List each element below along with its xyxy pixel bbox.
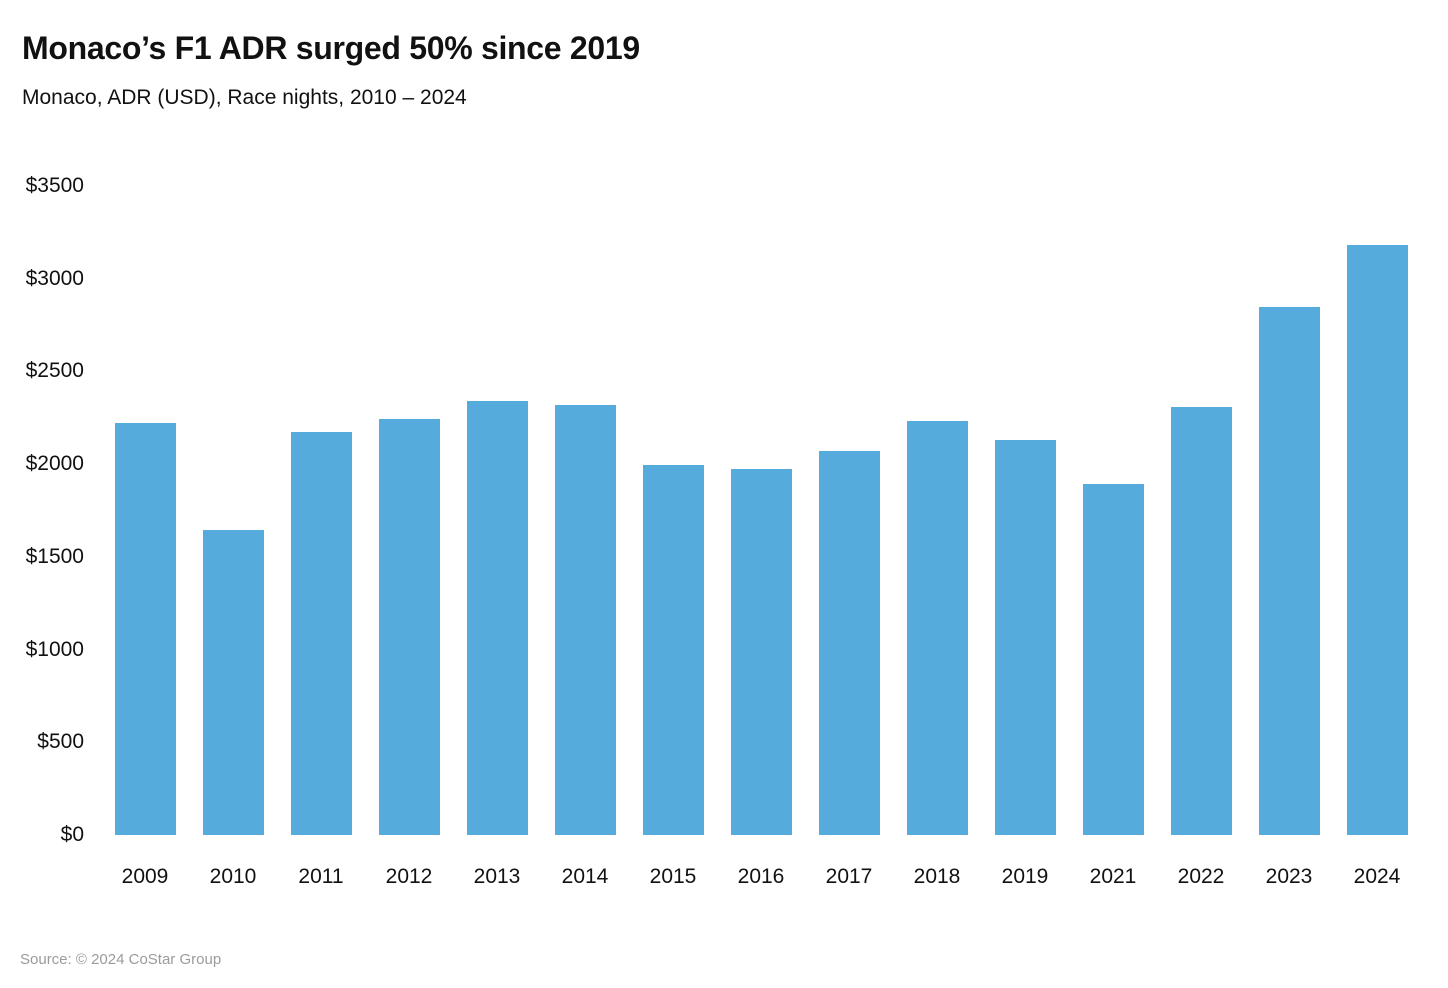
x-axis-tick-label: 2010 (209, 865, 257, 888)
bar-2017 (818, 451, 880, 835)
x-axis-tick-label: 2015 (649, 865, 697, 888)
x-axis-tick-label: 2021 (1089, 865, 1137, 888)
bar-2010 (202, 529, 264, 835)
x-axis-tick-label: 2024 (1353, 865, 1401, 888)
x-axis-tick-label: 2012 (385, 865, 433, 888)
y-axis-tick-label: $2000 (25, 452, 84, 476)
bar-2023 (1258, 307, 1320, 835)
y-axis-tick-label: $1000 (25, 637, 84, 661)
y-axis-tick-label: $3000 (25, 266, 84, 290)
bar-2011 (290, 431, 352, 835)
x-axis-tick-label: 2011 (298, 865, 344, 888)
x-axis-tick-label: 2023 (1265, 865, 1313, 888)
bar-chart-plot-area: $0 $500 $1000 $1500 $2000 $2500 $3000 $3500 2009… (0, 174, 1448, 888)
x-axis-tick-label: 2022 (1177, 865, 1225, 888)
bar-2018 (906, 421, 968, 835)
bar-2024 (1346, 245, 1408, 835)
bar-2015 (642, 465, 704, 835)
bar-2014 (554, 404, 616, 835)
chart-title: Monaco’s F1 ADR surged 50% since 2019 (22, 30, 640, 66)
x-axis-tick-label: 2014 (561, 865, 609, 888)
y-axis-tick-label: $2500 (25, 359, 84, 383)
bar-2013 (466, 401, 528, 835)
x-axis-tick-label: 2017 (825, 865, 873, 888)
x-axis-tick-label: 2013 (473, 865, 521, 888)
bar-2012 (378, 418, 440, 835)
y-axis-tick-label: $0 (60, 823, 84, 846)
x-axis-tick-label: 2018 (913, 865, 961, 888)
y-axis-tick-label: $1500 (25, 544, 84, 568)
chart-subtitle: Monaco, ADR (USD), Race nights, 2010 – 2… (22, 86, 467, 109)
y-axis-tick-label: $500 (37, 730, 84, 754)
x-axis-tick-label: 2009 (121, 865, 169, 888)
bar-2009 (114, 423, 176, 835)
x-axis-tick-label: 2016 (737, 865, 785, 888)
y-axis-tick-label: $3500 (25, 174, 84, 197)
bar-2016 (730, 468, 792, 835)
source-note: Source: © 2024 CoStar Group (20, 951, 222, 968)
x-axis-tick-label: 2019 (1001, 865, 1049, 888)
bar-2022 (1170, 406, 1232, 835)
bar-2021 (1082, 483, 1144, 835)
bar-2019 (994, 440, 1056, 835)
